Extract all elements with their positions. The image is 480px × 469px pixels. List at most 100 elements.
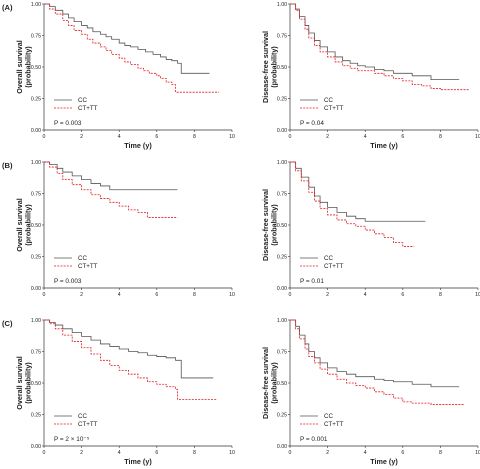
y-tick-label: 0.25 (277, 412, 287, 418)
x-tick-label: 2 (80, 134, 83, 140)
p-value: P = 2 × 10⁻⁵ (54, 436, 90, 443)
x-tick-label: 0 (289, 134, 292, 140)
x-tick-label: 10 (229, 450, 235, 456)
x-tick-label: 10 (229, 134, 235, 140)
legend-label: CC (78, 413, 87, 420)
x-tick-label: 10 (475, 292, 480, 298)
y-tick-label: 0.00 (31, 128, 41, 134)
legend-label: CT+TT (78, 105, 98, 112)
km-panel-3: (B) 0.00 0.25 0.50 0.75 1.00 0 2 4 6 8 10 Overall su… (2, 160, 235, 298)
y-axis-label-line: Overall survival (15, 356, 24, 410)
x-tick-label: 10 (229, 292, 235, 298)
legend-label: CC (78, 255, 87, 262)
x-tick-label: 8 (439, 134, 442, 140)
x-axis-label: Time (y) (124, 457, 152, 466)
panel-label: (C) (2, 319, 13, 328)
y-axis-label-line: (probability) (24, 204, 33, 246)
x-axis-label: Time (y) (370, 457, 398, 466)
y-tick-label: 0.50 (31, 65, 41, 71)
legend-label: CT+TT (78, 263, 98, 270)
x-axis-label: Time (y) (124, 141, 152, 150)
x-tick-label: 8 (193, 292, 196, 298)
y-tick-label: 0.50 (277, 223, 287, 229)
x-tick-label: 6 (401, 134, 404, 140)
y-tick-label: 0.75 (277, 349, 287, 355)
x-tick-label: 8 (193, 450, 196, 456)
y-tick-label: 0.50 (31, 223, 41, 229)
y-tick-label: 0.75 (31, 33, 41, 39)
y-axis-label-line: (probability) (270, 46, 279, 88)
x-tick-label: 4 (364, 292, 367, 298)
km-curve-cttt (290, 319, 465, 405)
y-tick-label: 0.00 (31, 286, 41, 292)
p-value: P = 0.001 (300, 436, 328, 443)
x-tick-label: 4 (118, 450, 121, 456)
x-tick-label: 2 (326, 450, 329, 456)
y-tick-label: 0.25 (31, 96, 41, 102)
km-curve-cttt (44, 3, 219, 93)
legend-label: CT+TT (324, 105, 344, 112)
x-tick-label: 0 (289, 292, 292, 298)
km-curve-cc (290, 161, 426, 222)
y-tick-label: 1.00 (277, 2, 287, 8)
y-axis-label: Overall survival(probability) (15, 40, 33, 94)
y-tick-label: 0.50 (277, 381, 287, 387)
y-tick-label: 0.50 (31, 381, 41, 387)
legend-label: CC (324, 413, 333, 420)
x-tick-label: 0 (43, 292, 46, 298)
y-axis-label: Overall survival(probability) (15, 356, 33, 410)
km-curve-cttt (44, 319, 217, 400)
y-tick-label: 0.75 (277, 191, 287, 197)
y-tick-label: 0.00 (277, 444, 287, 450)
km-curve-cc (44, 319, 214, 379)
y-tick-label: 0.75 (31, 191, 41, 197)
km-panel-4: 0.00 0.25 0.50 0.75 1.00 0 2 4 6 8 10 Disease-free … (261, 160, 480, 298)
x-tick-label: 4 (118, 292, 121, 298)
x-tick-label: 4 (364, 450, 367, 456)
y-tick-label: 0.50 (277, 65, 287, 71)
legend-label: CC (324, 97, 333, 104)
p-value: P = 0.003 (54, 278, 82, 285)
x-tick-label: 0 (43, 134, 46, 140)
p-value: P = 0.01 (300, 278, 324, 285)
x-tick-label: 2 (326, 292, 329, 298)
legend-label: CC (78, 97, 87, 104)
km-curve-cttt (44, 161, 178, 218)
km-curve-cc (290, 319, 460, 388)
x-tick-label: 2 (80, 292, 83, 298)
p-value: P = 0.04 (300, 120, 324, 127)
x-tick-label: 8 (439, 450, 442, 456)
x-tick-label: 6 (401, 450, 404, 456)
y-axis-label-line: (probability) (270, 204, 279, 246)
x-tick-label: 0 (43, 450, 46, 456)
legend-label: CT+TT (324, 421, 344, 428)
km-curve-cc (44, 3, 210, 74)
y-tick-label: 0.25 (277, 254, 287, 260)
y-axis-label: Disease-free survival(probability) (261, 31, 279, 103)
y-axis-label-line: (probability) (24, 362, 33, 404)
x-tick-label: 6 (401, 292, 404, 298)
y-tick-label: 1.00 (277, 160, 287, 166)
y-tick-label: 1.00 (277, 318, 287, 324)
km-curve-cc (44, 161, 178, 191)
x-tick-label: 2 (326, 134, 329, 140)
x-tick-label: 6 (155, 292, 158, 298)
km-panel-5: (C) 0.00 0.25 0.50 0.75 1.00 0 2 4 6 8 10 Time (y) Ov… (2, 318, 235, 466)
km-curve-cc (290, 3, 460, 80)
y-tick-label: 0.75 (31, 349, 41, 355)
y-tick-label: 1.00 (31, 160, 41, 166)
y-tick-label: 0.25 (31, 412, 41, 418)
panel-label: (B) (2, 161, 13, 170)
y-tick-label: 0.25 (31, 254, 41, 260)
panel-label: (A) (2, 3, 13, 12)
x-tick-label: 6 (155, 450, 158, 456)
km-curve-cttt (290, 3, 469, 91)
y-axis-label-line: (probability) (270, 362, 279, 404)
y-axis-label-line: Overall survival (15, 198, 24, 252)
km-panel-1: (A) 0.00 0.25 0.50 0.75 1.00 0 2 4 6 8 10 Time (y) Ov… (2, 2, 235, 150)
p-value: P = 0.003 (54, 120, 82, 127)
legend-label: CT+TT (324, 263, 344, 270)
y-tick-label: 0.25 (277, 96, 287, 102)
x-tick-label: 0 (289, 450, 292, 456)
